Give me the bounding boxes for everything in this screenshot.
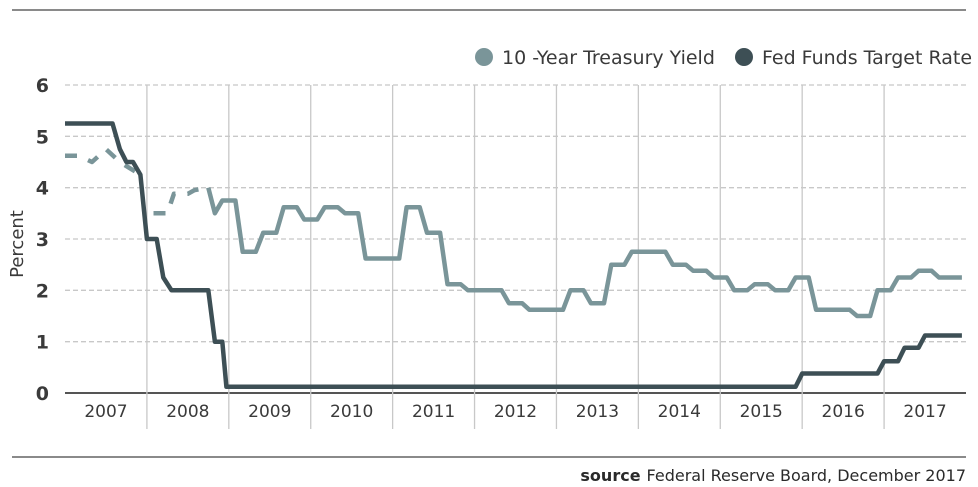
source-line: source Federal Reserve Board, December 20… — [580, 466, 966, 485]
legend-label-fedfunds: Fed Funds Target Rate — [762, 47, 972, 69]
x-tick-label: 2010 — [330, 402, 373, 422]
series-line-fedfunds — [65, 121, 962, 390]
y-tick-label: 6 — [36, 75, 49, 97]
x-tick-label: 2017 — [903, 402, 946, 422]
x-tick-label: 2011 — [412, 402, 455, 422]
x-tick-label: 2013 — [576, 402, 619, 422]
legend-marker-treasury — [475, 48, 493, 66]
x-tick-label: 2007 — [84, 402, 127, 422]
x-tick-label: 2015 — [740, 402, 783, 422]
y-tick-label: 1 — [36, 332, 49, 354]
y-tick-label: 3 — [36, 229, 49, 251]
y-tick-label: 2 — [36, 280, 49, 302]
series-line-treasury — [206, 187, 962, 319]
y-axis-label: Percent — [7, 210, 28, 278]
y-tick-label: 4 — [36, 178, 49, 200]
x-tick-label: 2014 — [658, 402, 701, 422]
x-tick-label: 2008 — [166, 402, 209, 422]
grid — [65, 84, 966, 429]
x-tick-label: 2009 — [248, 402, 291, 422]
source-text: Federal Reserve Board, December 2017 — [647, 466, 966, 485]
legend-label-treasury: 10 -Year Treasury Yield — [502, 47, 715, 69]
y-tick-label: 0 — [36, 383, 49, 405]
y-tick-label: 5 — [36, 126, 49, 148]
series-line-treasury — [65, 146, 142, 177]
series-line-treasury — [153, 185, 209, 216]
source-label: source — [580, 466, 640, 485]
x-tick-label: 2012 — [494, 402, 537, 422]
legend-marker-fedfunds — [735, 48, 753, 66]
series-lines — [65, 121, 962, 390]
legend: 10 -Year Treasury Yield Fed Funds Target… — [475, 47, 972, 69]
x-ticks: 2007 2008 2009 2010 2011 2012 2013 2014 2015 2016… — [84, 402, 946, 422]
x-tick-label: 2016 — [822, 402, 865, 422]
y-ticks: 0 1 2 3 4 5 6 — [36, 75, 49, 405]
